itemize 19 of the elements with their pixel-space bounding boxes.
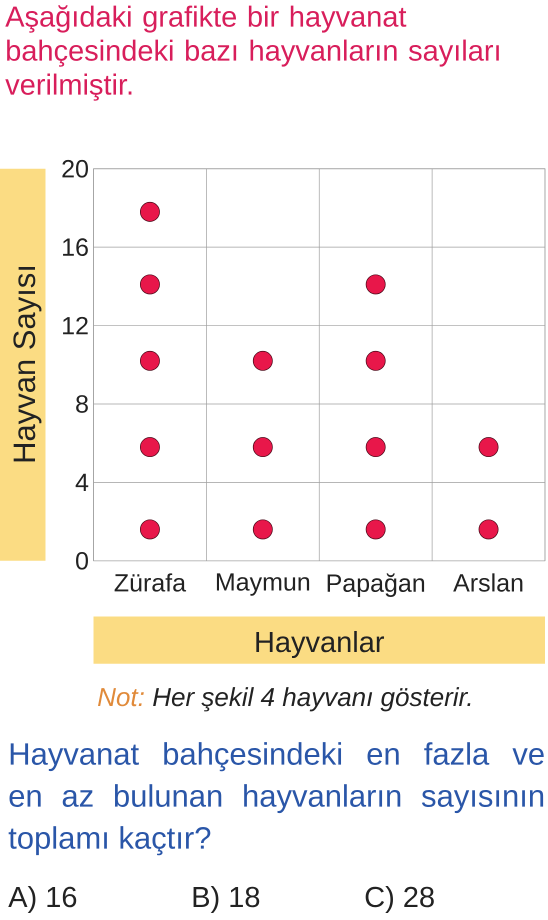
text: B) 18 xyxy=(194,886,260,913)
text: Hayvanat bahçesindeki en fazla ve en az bulunan hayvanların sayısının toplamı kaçtır? xyxy=(8,742,544,856)
y-tick-label: 20 xyxy=(62,160,88,178)
x-tick-label: Papağan xyxy=(328,573,424,597)
y-tick-label: 4 xyxy=(76,474,88,491)
text: Her şekil 4 hayvanı gösterir. xyxy=(153,687,470,712)
chart-title: Aşağıdaki grafikte bir hayvanat bahçesindeki bazı hayvanların sayıları verilmiştir. xyxy=(5,5,499,101)
x-tick-label: Zürafa xyxy=(114,573,186,592)
y-tick-label: 8 xyxy=(76,395,88,413)
text: C) 28 xyxy=(366,886,434,913)
y-tick-label: 0 xyxy=(76,552,88,570)
y-axis-title: Hayvan Sayısı xyxy=(13,267,42,462)
y-tick-label: 12 xyxy=(63,316,88,334)
text: A) 16 xyxy=(8,886,76,913)
y-tick-label: 16 xyxy=(63,238,88,256)
x-axis-title: Hayvanlar xyxy=(256,630,384,658)
x-tick-label: Maymun xyxy=(216,573,310,596)
text: Not: xyxy=(98,688,144,706)
x-tick-label: Arslan xyxy=(453,573,522,592)
